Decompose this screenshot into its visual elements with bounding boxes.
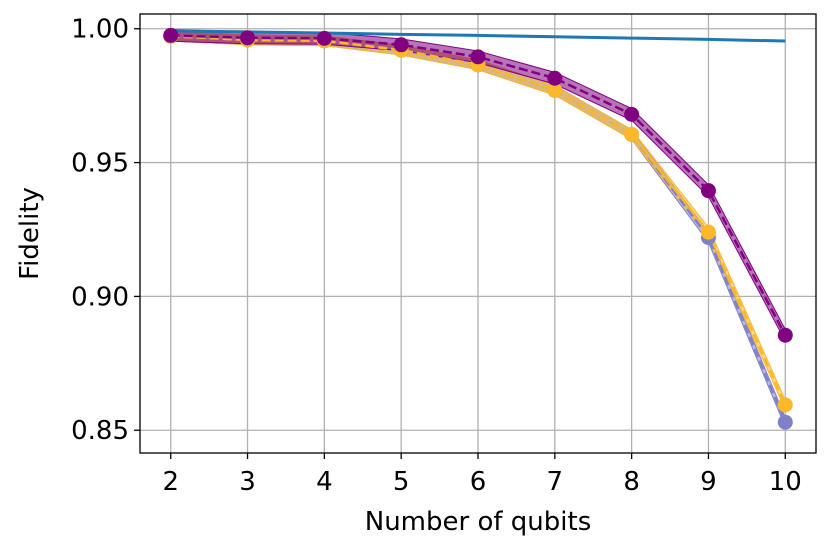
y-axis: 0.85 0.90 0.95 1.00 [71, 15, 140, 446]
series-2-point [777, 414, 793, 430]
series-4-point [547, 70, 563, 86]
series-4-point [470, 49, 486, 65]
x-tick-label: 7 [547, 467, 564, 497]
x-tick-label: 5 [393, 467, 410, 497]
series-3-point [777, 397, 793, 413]
series-markers [163, 27, 793, 430]
y-tick-label: 0.90 [71, 282, 129, 312]
series-3-point [700, 224, 716, 240]
series-3-line [170, 34, 787, 406]
x-tick-label: 10 [769, 467, 802, 497]
x-axis-label: Number of qubits [365, 507, 591, 537]
x-tick-label: 4 [316, 467, 333, 497]
series-2-line [170, 34, 787, 423]
x-tick-label: 2 [162, 467, 179, 497]
x-tick-label: 6 [470, 467, 487, 497]
series-4-point [240, 30, 256, 46]
x-tick-label: 9 [700, 467, 717, 497]
series-4-point [163, 27, 179, 43]
series-4-point [700, 183, 716, 199]
x-axis: 2 3 4 5 6 7 8 9 10 [162, 453, 802, 497]
y-tick-label: 0.85 [71, 416, 129, 446]
x-tick-label: 3 [239, 467, 256, 497]
y-tick-label: 1.00 [71, 15, 129, 45]
series-4-point [393, 37, 409, 53]
y-axis-label: Fidelity [15, 187, 45, 280]
series-4-point [316, 30, 332, 46]
series-3-point [547, 82, 563, 98]
series-4-point [624, 106, 640, 122]
series-lines [170, 29, 787, 423]
series-4-point [777, 327, 793, 343]
y-tick-label: 0.95 [71, 149, 129, 179]
series-1-line [170, 29, 786, 43]
series-3-point [624, 126, 640, 142]
x-tick-label: 8 [623, 467, 640, 497]
